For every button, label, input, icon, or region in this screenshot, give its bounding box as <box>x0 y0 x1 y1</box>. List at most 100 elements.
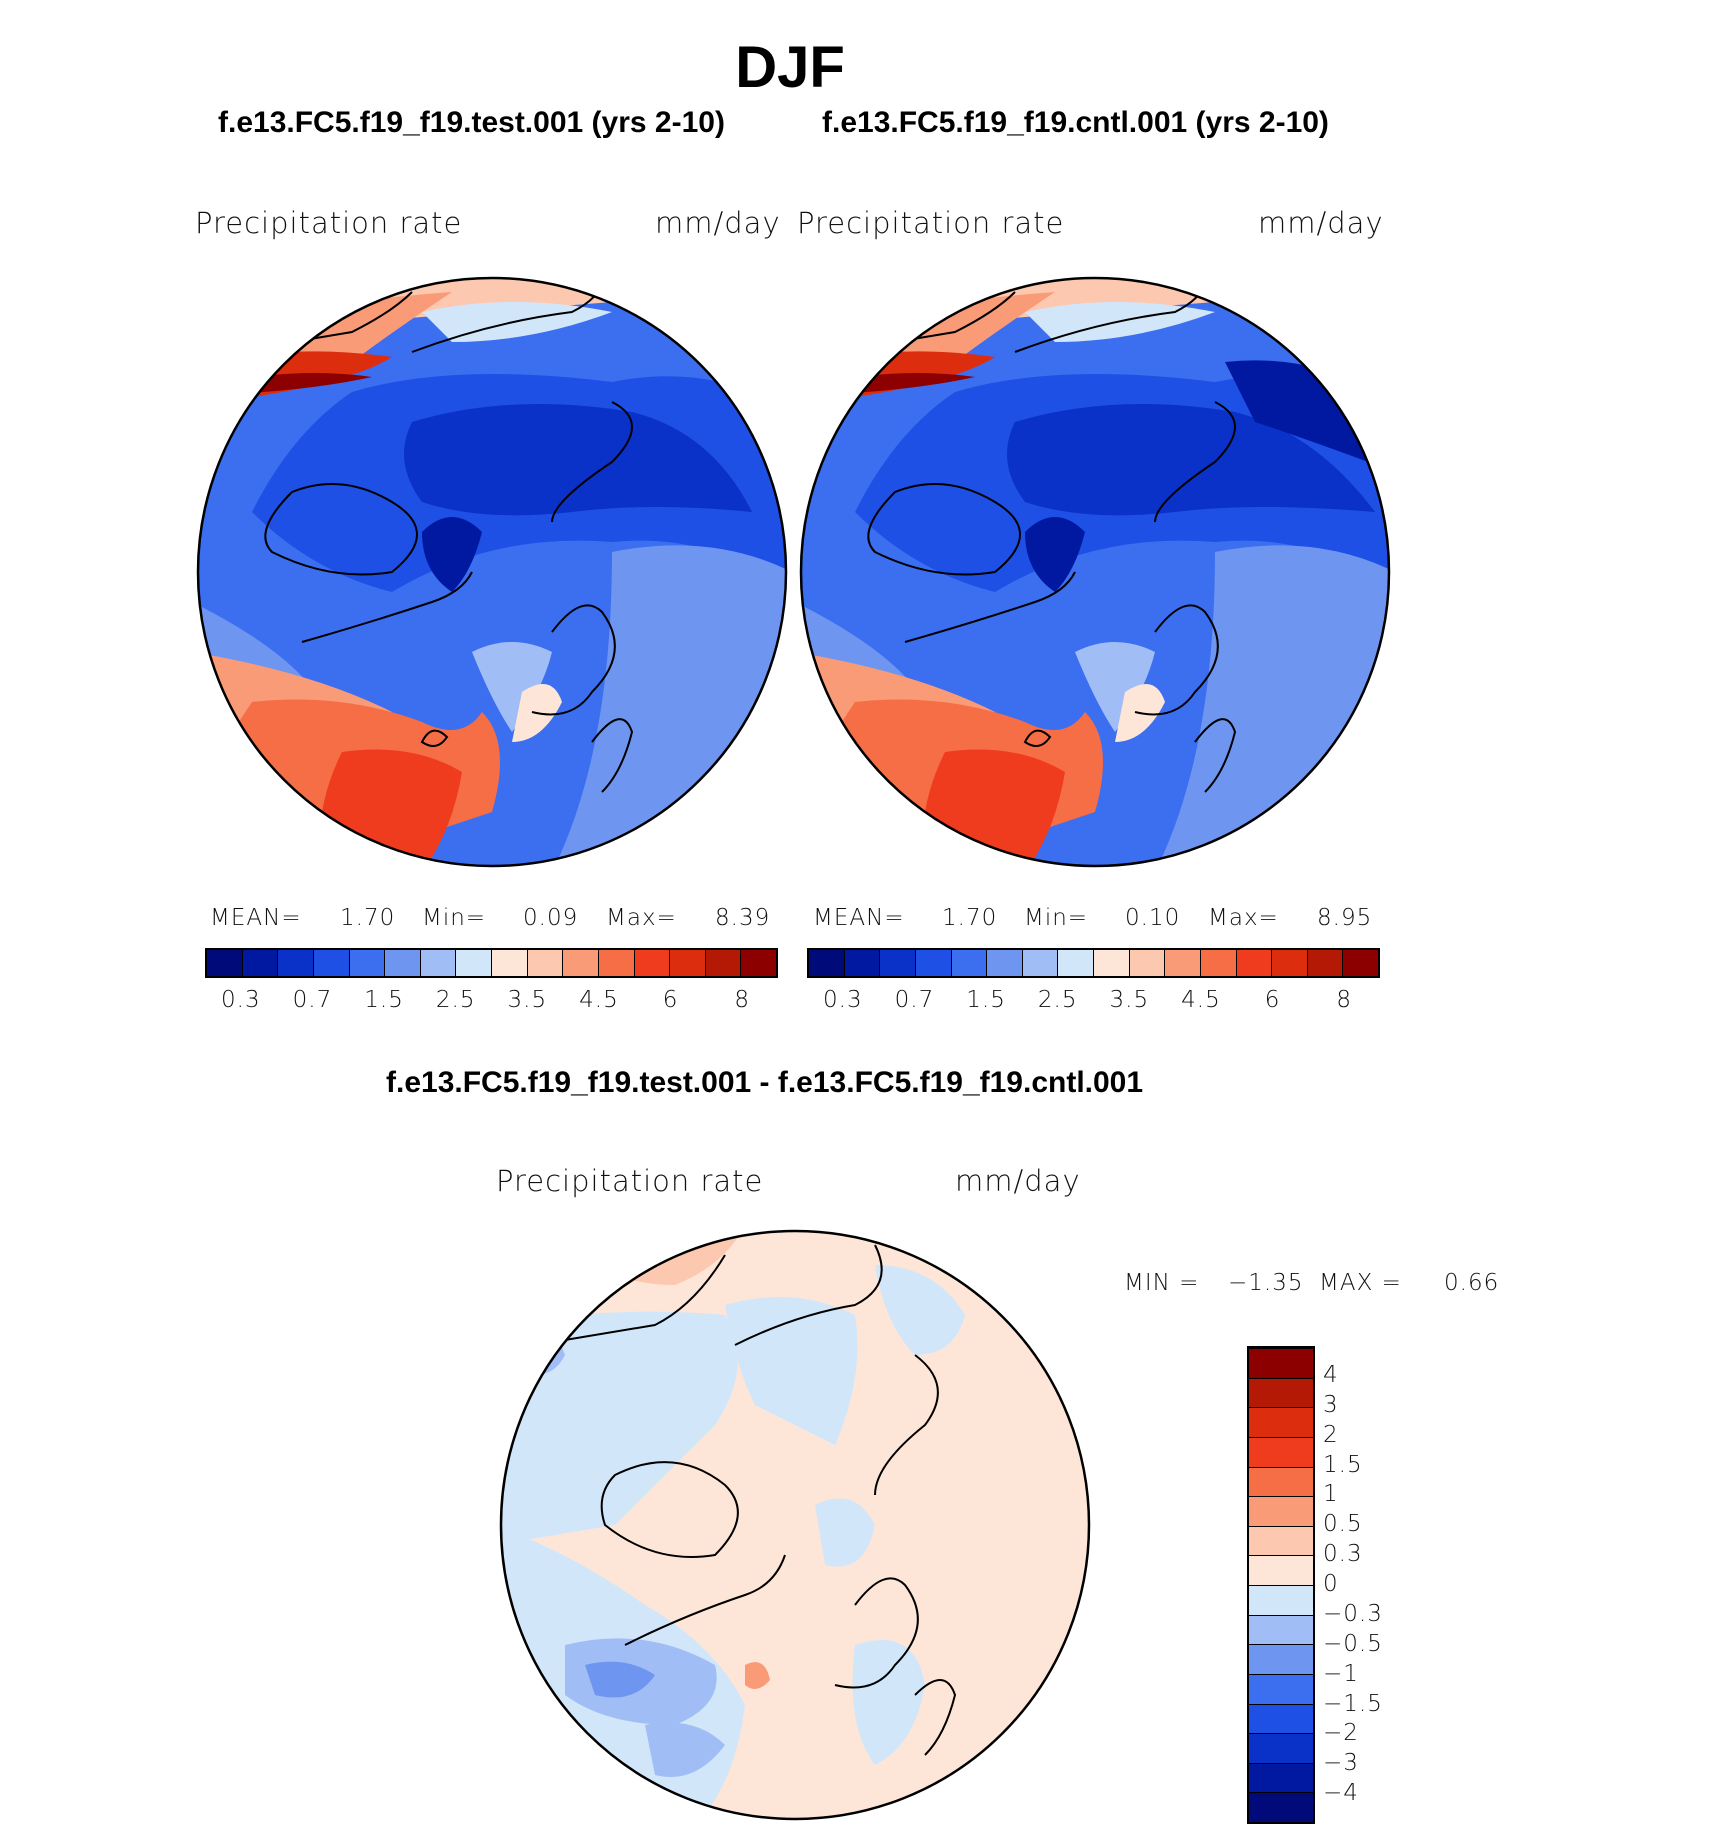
panel-2-field-label: Precipitation rate <box>797 206 1065 240</box>
panel-2-mean-value: 1.70 <box>942 905 998 931</box>
colorbar-swatch <box>809 950 845 976</box>
colorbar-swatch <box>1249 1496 1313 1526</box>
colorbar-tick-label: 1.5 <box>364 987 404 1013</box>
colorbar-swatch <box>1249 1555 1313 1585</box>
map-difference <box>499 1229 1091 1821</box>
colorbar-swatch <box>207 950 243 976</box>
colorbar-tick-label: 2.5 <box>435 987 476 1013</box>
precip-region <box>1007 404 1375 516</box>
colorbar-control <box>807 948 1380 978</box>
colorbar-swatch <box>1236 950 1273 976</box>
coastlines <box>534 1244 957 1756</box>
colorbar-swatch <box>741 950 776 976</box>
colorbar-swatch <box>1249 1614 1313 1645</box>
colorbar-swatch <box>634 950 671 976</box>
colorbar-tick-label: 0 <box>1323 1571 1339 1597</box>
colorbar-test <box>205 948 778 978</box>
colorbar-swatch <box>1058 950 1094 976</box>
panel-1-field-label: Precipitation rate <box>195 206 463 240</box>
colorbar-tick-label: 2.5 <box>1037 987 1078 1013</box>
diff-region <box>852 1640 925 1765</box>
colorbar-swatch <box>349 950 386 976</box>
colorbar-swatch <box>1249 1436 1313 1467</box>
colorbar-tick-label: −0.5 <box>1323 1630 1383 1657</box>
precip-region <box>1075 642 1155 732</box>
colorbar-swatch <box>1343 950 1378 976</box>
colorbar-difference <box>1247 1346 1315 1824</box>
panel-2-mean-label: MEAN= <box>813 905 905 931</box>
colorbar-tick-label: 1.5 <box>1323 1451 1363 1478</box>
colorbar-tick-label: −1 <box>1323 1660 1359 1687</box>
colorbar-swatch <box>987 950 1023 976</box>
colorbar-swatch <box>1094 950 1130 976</box>
colorbar-swatch <box>242 950 279 976</box>
colorbar-tick-label: 0.5 <box>1323 1511 1363 1538</box>
panel-1-mean-value: 1.70 <box>340 905 396 931</box>
panel-2-min-value: 0.10 <box>1125 905 1181 931</box>
colorbar-tick-label: 2 <box>1323 1421 1339 1448</box>
colorbar-swatch <box>1249 1407 1313 1437</box>
colorbar-swatch <box>670 950 706 976</box>
colorbar-tick-label: −4 <box>1323 1780 1359 1807</box>
diff-region <box>815 1498 875 1567</box>
colorbar-swatch <box>844 950 881 976</box>
colorbar-tick-label: 4 <box>1323 1361 1339 1388</box>
panel-1-mean-label: MEAN= <box>210 905 302 931</box>
map-boundary <box>499 1229 1091 1821</box>
colorbar-tick-label: 0.3 <box>1323 1541 1363 1568</box>
colorbar-swatch <box>1249 1733 1313 1763</box>
colorbar-tick-label: 4.5 <box>579 987 619 1013</box>
colorbar-swatch <box>456 950 492 976</box>
diff-max-label: MAX = <box>1319 1270 1402 1296</box>
colorbar-tick-label: −2 <box>1323 1720 1359 1747</box>
colorbar-swatch <box>598 950 635 976</box>
colorbar-swatch <box>951 950 988 976</box>
map-control <box>799 276 1391 868</box>
colorbar-swatch <box>492 950 528 976</box>
colorbar-swatch <box>880 950 916 976</box>
colorbar-swatch <box>563 950 599 976</box>
colorbar-tick-label: 1.5 <box>966 987 1006 1013</box>
colorbar-tick-label: 0.7 <box>292 987 333 1013</box>
diff-region <box>645 1722 725 1777</box>
colorbar-tick-label: 8 <box>1336 987 1353 1013</box>
panel-2-min-label: Min= <box>1024 905 1089 931</box>
colorbar-swatch <box>1129 950 1166 976</box>
panel-2-units-label: mm/day <box>1258 206 1384 240</box>
diff-field-label: Precipitation rate <box>496 1164 764 1198</box>
figure-title: DJF <box>735 35 845 100</box>
colorbar-swatch <box>1022 950 1059 976</box>
colorbar-tick-label: 3.5 <box>507 987 548 1013</box>
map-boundary <box>799 276 1391 868</box>
diff-region <box>501 1311 738 1545</box>
colorbar-swatch <box>1249 1792 1313 1822</box>
panel-1-units-label: mm/day <box>655 206 781 240</box>
colorbar-swatch <box>1249 1762 1313 1793</box>
colorbar-tick-label: 6 <box>662 987 679 1013</box>
coastlines <box>231 278 634 793</box>
colorbar-swatch <box>313 950 350 976</box>
colorbar-swatch <box>1249 1673 1313 1704</box>
colorbar-swatch <box>1165 950 1201 976</box>
colorbar-tick-label: 0.7 <box>894 987 935 1013</box>
panel-1-max-label: Max= <box>606 905 677 931</box>
panel-1-title: f.e13.FC5.f19_f19.test.001 (yrs 2-10) <box>218 106 725 139</box>
colorbar-tick-label: 0.3 <box>221 987 261 1013</box>
precip-region <box>404 404 752 516</box>
map-test <box>196 276 788 868</box>
panel-1-min-label: Min= <box>422 905 487 931</box>
diff-min-label: MIN = <box>1124 1270 1200 1296</box>
colorbar-tick-label: 3 <box>1323 1391 1339 1418</box>
colorbar-tick-label: −0.3 <box>1323 1600 1383 1627</box>
colorbar-tick-label: −3 <box>1323 1750 1359 1777</box>
colorbar-swatch <box>1249 1644 1313 1674</box>
colorbar-tick-label: 6 <box>1264 987 1281 1013</box>
colorbar-swatch <box>1200 950 1237 976</box>
colorbar-tick-label: 8 <box>734 987 751 1013</box>
colorbar-tick-label: −1.5 <box>1323 1690 1383 1717</box>
colorbar-tick-label: 3.5 <box>1109 987 1150 1013</box>
colorbar-swatch <box>420 950 457 976</box>
panel-2-max-label: Max= <box>1208 905 1279 931</box>
colorbar-tick-label: 0.3 <box>823 987 863 1013</box>
colorbar-swatch <box>385 950 421 976</box>
